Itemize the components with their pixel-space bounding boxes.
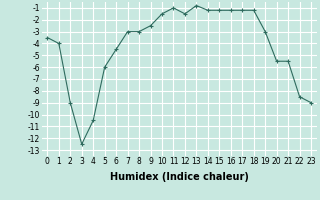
- X-axis label: Humidex (Indice chaleur): Humidex (Indice chaleur): [110, 172, 249, 182]
